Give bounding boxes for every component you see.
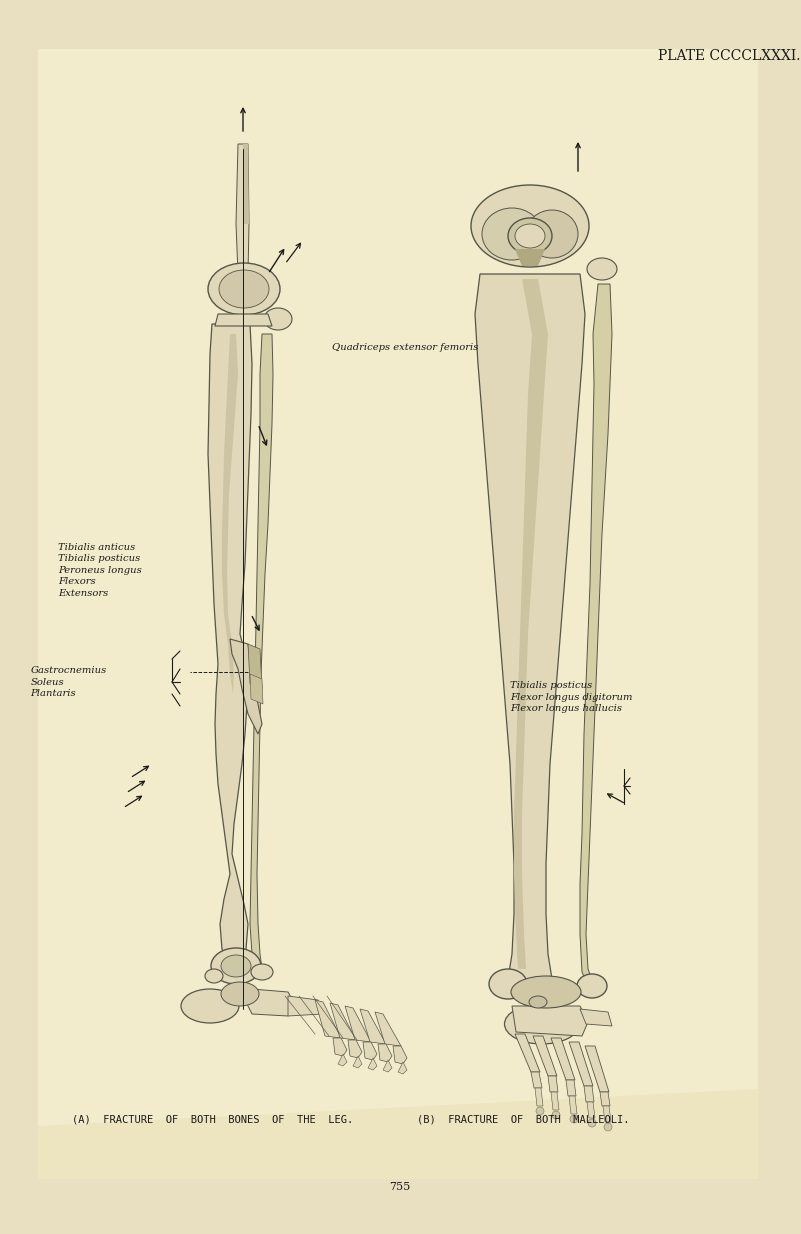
- Polygon shape: [580, 1009, 612, 1025]
- Ellipse shape: [536, 1107, 544, 1116]
- Ellipse shape: [604, 1123, 612, 1132]
- Polygon shape: [363, 1041, 377, 1060]
- Polygon shape: [38, 1088, 758, 1178]
- Text: Tibialis posticus
Flexor longus digitorum
Flexor longus hallucis: Tibialis posticus Flexor longus digitoru…: [510, 681, 633, 713]
- Polygon shape: [360, 1009, 386, 1044]
- Polygon shape: [584, 1086, 594, 1102]
- Ellipse shape: [552, 1111, 560, 1119]
- Polygon shape: [533, 1037, 557, 1076]
- Ellipse shape: [264, 308, 292, 329]
- Ellipse shape: [251, 964, 273, 980]
- Polygon shape: [587, 1102, 595, 1118]
- Polygon shape: [368, 1058, 377, 1070]
- Polygon shape: [230, 639, 262, 734]
- Polygon shape: [585, 1046, 609, 1092]
- Polygon shape: [515, 1034, 540, 1072]
- Ellipse shape: [515, 225, 545, 248]
- Text: (A)  FRACTURE  OF  BOTH  BONES  OF  THE  LEG.: (A) FRACTURE OF BOTH BONES OF THE LEG.: [72, 1114, 353, 1124]
- Text: Quadriceps extensor femoris: Quadriceps extensor femoris: [332, 343, 479, 353]
- Polygon shape: [569, 1096, 577, 1114]
- Polygon shape: [580, 284, 612, 988]
- Polygon shape: [603, 1106, 611, 1122]
- Ellipse shape: [221, 955, 251, 977]
- Text: 755: 755: [389, 1182, 411, 1192]
- Polygon shape: [535, 1088, 543, 1106]
- Polygon shape: [548, 1076, 558, 1092]
- Polygon shape: [250, 334, 273, 969]
- Ellipse shape: [577, 974, 607, 998]
- Polygon shape: [600, 1092, 610, 1106]
- Polygon shape: [515, 249, 545, 267]
- Polygon shape: [551, 1092, 559, 1111]
- Polygon shape: [378, 1044, 392, 1062]
- Ellipse shape: [570, 1116, 578, 1123]
- Polygon shape: [208, 325, 252, 964]
- Polygon shape: [551, 1038, 575, 1080]
- Polygon shape: [338, 1054, 347, 1066]
- Polygon shape: [236, 144, 249, 274]
- Text: PLATE CCCCLXXXI.: PLATE CCCCLXXXI.: [658, 49, 800, 63]
- Polygon shape: [330, 1003, 356, 1040]
- Ellipse shape: [221, 982, 259, 1006]
- Ellipse shape: [211, 948, 261, 983]
- Polygon shape: [531, 1072, 542, 1088]
- FancyBboxPatch shape: [38, 49, 758, 1178]
- Ellipse shape: [529, 996, 547, 1008]
- Ellipse shape: [508, 218, 552, 254]
- Ellipse shape: [505, 1004, 579, 1044]
- Ellipse shape: [511, 976, 581, 1008]
- Polygon shape: [250, 674, 263, 705]
- Polygon shape: [246, 988, 295, 1016]
- Polygon shape: [248, 644, 262, 689]
- Polygon shape: [288, 996, 322, 1016]
- Polygon shape: [315, 1000, 341, 1038]
- Polygon shape: [348, 1040, 362, 1058]
- Ellipse shape: [482, 209, 542, 260]
- Polygon shape: [383, 1060, 392, 1072]
- Polygon shape: [569, 1041, 593, 1086]
- Polygon shape: [475, 274, 585, 986]
- Polygon shape: [222, 334, 238, 694]
- Polygon shape: [566, 1080, 576, 1096]
- Ellipse shape: [587, 258, 617, 280]
- Ellipse shape: [526, 210, 578, 258]
- Polygon shape: [512, 1006, 588, 1037]
- Polygon shape: [243, 144, 249, 225]
- Polygon shape: [353, 1056, 362, 1067]
- Polygon shape: [398, 1062, 407, 1074]
- Polygon shape: [514, 279, 548, 969]
- Text: (B)  FRACTURE  OF  BOTH  MALLEOLI.: (B) FRACTURE OF BOTH MALLEOLI.: [417, 1114, 629, 1124]
- Polygon shape: [375, 1012, 401, 1046]
- Ellipse shape: [208, 263, 280, 315]
- Ellipse shape: [489, 969, 527, 1000]
- Ellipse shape: [471, 185, 589, 267]
- Polygon shape: [215, 313, 272, 326]
- Polygon shape: [393, 1046, 407, 1064]
- Text: Gastrocnemius
Soleus
Plantaris: Gastrocnemius Soleus Plantaris: [30, 666, 107, 698]
- Ellipse shape: [219, 270, 269, 308]
- Text: Tibialis anticus
Tibialis posticus
Peroneus longus
Flexors
Extensors: Tibialis anticus Tibialis posticus Peron…: [58, 543, 142, 597]
- Ellipse shape: [181, 988, 239, 1023]
- Polygon shape: [345, 1006, 371, 1041]
- Ellipse shape: [588, 1119, 596, 1127]
- Polygon shape: [333, 1038, 347, 1056]
- Ellipse shape: [205, 969, 223, 983]
